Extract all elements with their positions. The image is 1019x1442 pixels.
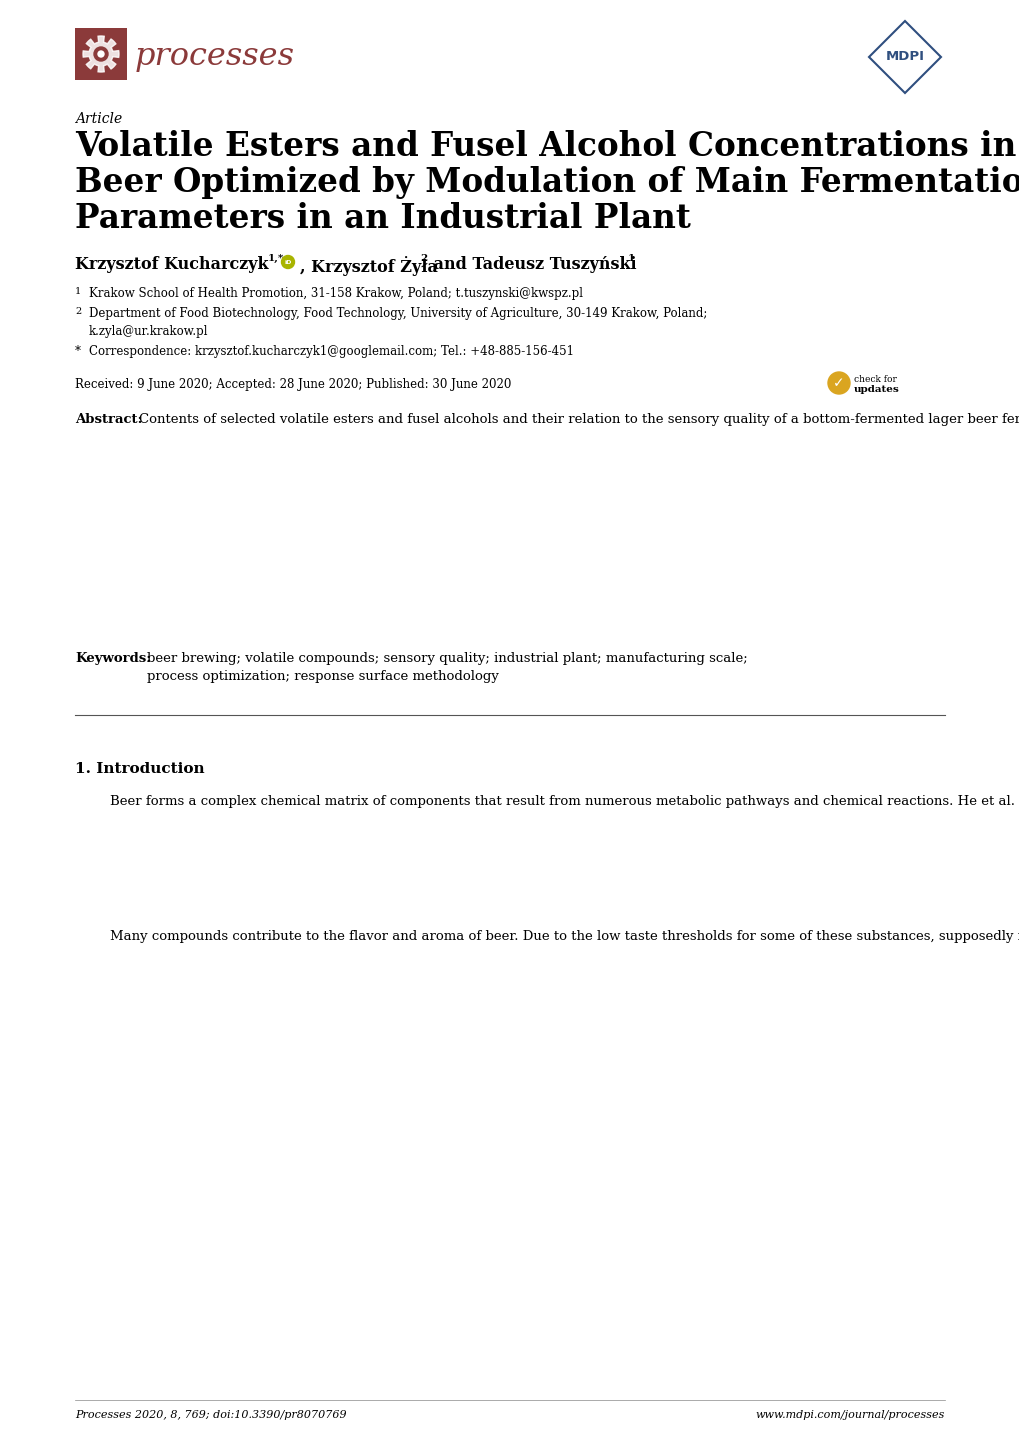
Text: Processes 2020, 8, 769; doi:10.3390/pr8070769: Processes 2020, 8, 769; doi:10.3390/pr80…	[75, 1410, 346, 1420]
Text: Many compounds contribute to the flavor and aroma of beer. Due to the low taste : Many compounds contribute to the flavor …	[110, 930, 1019, 943]
Text: Beer Optimized by Modulation of Main Fermentation: Beer Optimized by Modulation of Main Fer…	[75, 166, 1019, 199]
Text: , Krzysztof Żyła: , Krzysztof Żyła	[300, 257, 443, 275]
Text: beer brewing; volatile compounds; sensory quality; industrial plant; manufacturi: beer brewing; volatile compounds; sensor…	[147, 652, 747, 682]
Text: 1: 1	[75, 287, 82, 296]
Circle shape	[281, 255, 294, 268]
Text: processes: processes	[135, 42, 294, 72]
Text: 2: 2	[420, 254, 427, 262]
Text: Beer forms a complex chemical matrix of components that result from numerous met: Beer forms a complex chemical matrix of …	[110, 795, 1019, 808]
Text: iD: iD	[284, 260, 291, 264]
Text: Correspondence: krzysztof.kucharczyk1@googlemail.com; Tel.: +48-885-156-451: Correspondence: krzysztof.kucharczyk1@go…	[89, 345, 574, 358]
Polygon shape	[868, 22, 941, 92]
Text: www.mdpi.com/journal/processes: www.mdpi.com/journal/processes	[755, 1410, 944, 1420]
Text: Article: Article	[75, 112, 122, 125]
Text: check for: check for	[853, 375, 896, 384]
Text: MDPI: MDPI	[884, 50, 923, 63]
Text: Krzysztof Kucharczyk: Krzysztof Kucharczyk	[75, 257, 274, 273]
Circle shape	[98, 50, 104, 58]
Text: ✓: ✓	[833, 376, 844, 389]
Circle shape	[94, 48, 108, 61]
Text: and Tadeusz Tuszyński: and Tadeusz Tuszyński	[428, 257, 642, 273]
Text: Krakow School of Health Promotion, 31-158 Krakow, Poland; t.tuszynski@kwspz.pl: Krakow School of Health Promotion, 31-15…	[89, 287, 583, 300]
Text: 1: 1	[628, 254, 635, 262]
Circle shape	[827, 372, 849, 394]
Text: Keywords:: Keywords:	[75, 652, 151, 665]
Text: 1,*: 1,*	[268, 254, 284, 262]
Text: Contents of selected volatile esters and fusel alcohols and their relation to th: Contents of selected volatile esters and…	[139, 412, 1019, 425]
Text: Abstract:: Abstract:	[75, 412, 143, 425]
Text: 1. Introduction: 1. Introduction	[75, 761, 205, 776]
Text: updates: updates	[853, 385, 899, 394]
Text: Department of Food Biotechnology, Food Technology, University of Agriculture, 30: Department of Food Biotechnology, Food T…	[89, 307, 707, 337]
Polygon shape	[83, 36, 119, 72]
Text: Received: 9 June 2020; Accepted: 28 June 2020; Published: 30 June 2020: Received: 9 June 2020; Accepted: 28 June…	[75, 378, 511, 391]
Text: 2: 2	[75, 307, 82, 316]
Text: *: *	[75, 345, 81, 358]
FancyBboxPatch shape	[75, 27, 127, 79]
Text: Volatile Esters and Fusel Alcohol Concentrations in: Volatile Esters and Fusel Alcohol Concen…	[75, 130, 1015, 163]
Text: Parameters in an Industrial Plant: Parameters in an Industrial Plant	[75, 202, 690, 235]
